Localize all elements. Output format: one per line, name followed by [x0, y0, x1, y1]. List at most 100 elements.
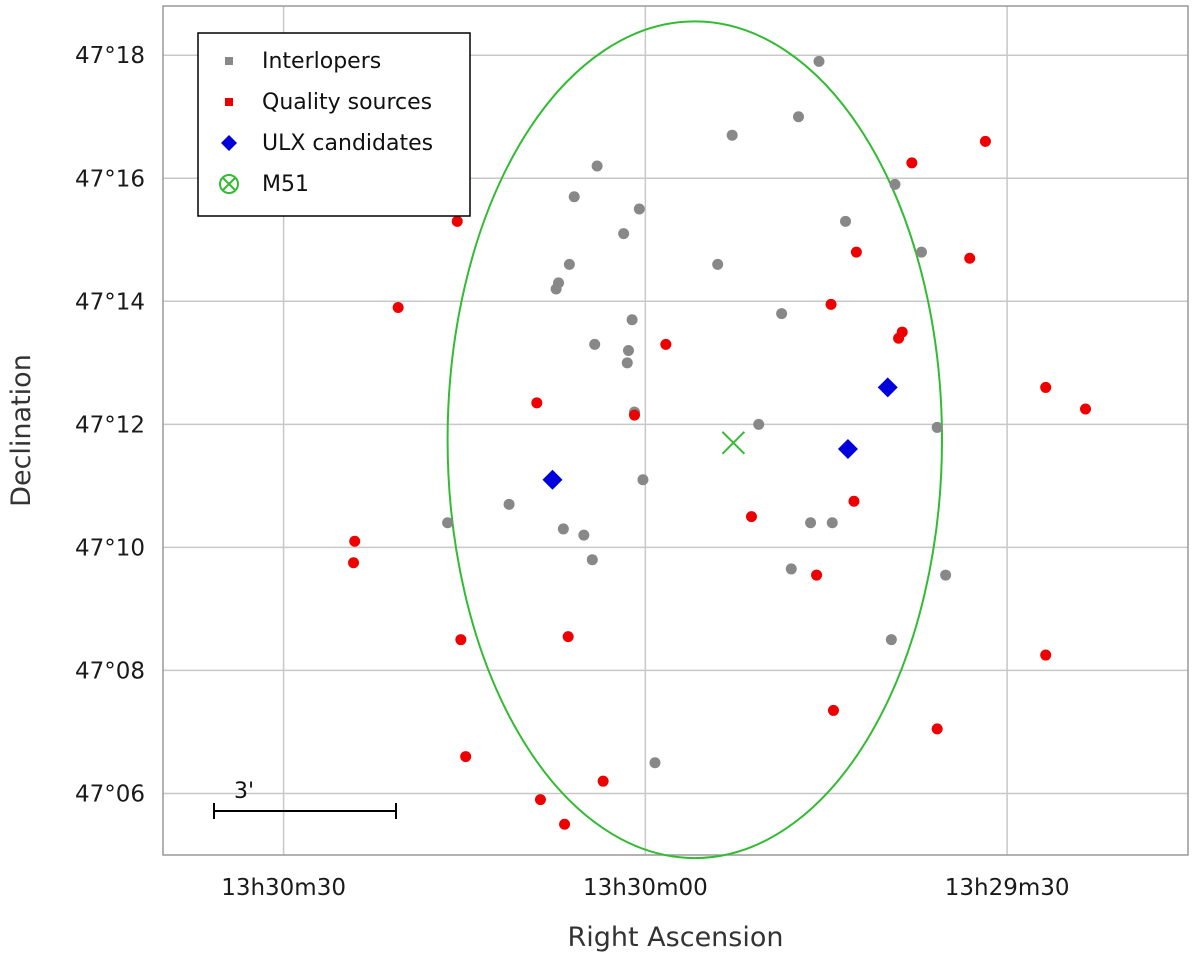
legend-swatch: [221, 135, 237, 151]
y-tick-label: 47°12: [75, 412, 145, 438]
quality-sources-point: [348, 557, 360, 569]
interlopers-point: [826, 517, 838, 529]
interlopers-point: [753, 418, 765, 430]
legend-swatch: [225, 98, 233, 106]
grid: [163, 6, 1188, 855]
quality-sources-point: [964, 252, 976, 264]
quality-sources-point: [629, 409, 640, 421]
y-tick-label: 47°06: [75, 781, 145, 807]
scale-bar: 3': [213, 779, 397, 819]
field-ellipse: [446, 20, 944, 860]
interlopers-point: [622, 345, 634, 357]
interlopers-point: [840, 215, 852, 227]
interlopers-point: [916, 246, 927, 258]
quality-sources-point: [1040, 381, 1052, 393]
x-tick-label: 13h30m00: [583, 875, 708, 901]
quality-sources-point: [1040, 649, 1052, 661]
quality-sources-point: [931, 723, 943, 735]
legend-box: [197, 32, 471, 217]
legend-label: M51: [262, 172, 309, 197]
m51-point: [721, 431, 746, 455]
quality-sources-point: [850, 246, 862, 258]
interlopers-point: [633, 203, 645, 215]
interlopers-point: [637, 474, 649, 486]
x-tick-label: 13h29m30: [945, 875, 1070, 901]
quality-sources-point: [745, 511, 757, 523]
series-ulx-candidates: [542, 377, 898, 490]
quality-sources-point: [531, 397, 543, 409]
legend-swatch: [219, 174, 239, 194]
legend-label: Interlopers: [262, 49, 381, 74]
data-markers: [348, 55, 1091, 830]
interlopers-point: [550, 283, 562, 295]
quality-sources-point: [848, 495, 860, 507]
quality-sources-point: [660, 338, 672, 350]
quality-sources-point: [827, 704, 839, 716]
y-tick-label: 47°14: [75, 289, 145, 315]
scale-bar-label: 3': [234, 779, 254, 804]
quality-sources-point: [906, 157, 918, 169]
legend: Interlopers Quality sources ULX candidates…: [197, 32, 471, 217]
interlopers-point: [568, 191, 580, 203]
y-tick-label: 47°08: [75, 658, 145, 684]
series-interlopers: [442, 55, 952, 769]
interlopers-point: [889, 178, 901, 190]
interlopers-point: [578, 529, 590, 541]
legend-label: ULX candidates: [262, 131, 433, 156]
quality-sources-point: [559, 818, 571, 830]
interlopers-point: [776, 308, 788, 320]
legend-swatch: [225, 57, 233, 65]
quality-sources-point: [349, 535, 361, 547]
interlopers-point: [618, 228, 630, 240]
series-m51: [721, 431, 746, 455]
y-tick-label: 47°16: [75, 166, 145, 192]
interlopers-point: [649, 757, 661, 769]
interlopers-point: [621, 357, 633, 369]
interlopers-point: [726, 129, 738, 141]
interlopers-point: [586, 554, 598, 566]
interlopers-point: [940, 569, 952, 581]
interlopers-point: [503, 498, 515, 510]
legend-label: Quality sources: [262, 90, 432, 115]
quality-sources-point: [534, 794, 546, 806]
interlopers-point: [712, 258, 724, 270]
interlopers-point: [931, 421, 943, 433]
interlopers-point: [557, 523, 569, 535]
legend-entries: Interlopers Quality sources ULX candidates…: [219, 49, 433, 197]
series-quality-sources: [348, 135, 1091, 830]
interlopers-point: [626, 314, 638, 326]
quality-sources-point: [451, 215, 463, 227]
quality-sources-point: [811, 569, 823, 581]
quality-sources-point: [1080, 403, 1091, 415]
y-axis-title: Declination: [6, 354, 37, 507]
quality-sources-point: [979, 135, 991, 147]
legend-swatch-ring: [219, 174, 239, 194]
ulx-candidates-point: [837, 438, 858, 459]
legend-item-interlopers: Interlopers: [225, 49, 381, 74]
legend-item-quality-sources: Quality sources: [225, 90, 432, 115]
interlopers-point: [805, 517, 817, 529]
quality-sources-point: [562, 631, 574, 643]
interlopers-point: [563, 258, 575, 270]
tick-labels: 13h30m30 13h30m00 13h29m30 47°06 47°08 47°10 4…: [75, 43, 1070, 901]
y-tick-label: 47°10: [75, 535, 145, 561]
ulx-candidates-point: [542, 469, 563, 490]
quality-sources-point: [597, 775, 609, 787]
interlopers-point: [589, 338, 601, 350]
quality-sources-point: [460, 751, 472, 763]
interlopers-point: [793, 111, 804, 123]
quality-sources-point: [455, 634, 467, 646]
x-tick-label: 13h30m30: [221, 875, 346, 901]
interlopers-point: [785, 563, 797, 575]
quality-sources-point: [893, 332, 905, 344]
interlopers-point: [442, 517, 454, 529]
quality-sources-point: [825, 298, 837, 310]
legend-item-ulx-candidates: ULX candidates: [221, 131, 433, 156]
legend-item-m51: M51: [219, 172, 309, 197]
m51-point-stroke-b: [721, 431, 746, 455]
legend-swatch-cross-stroke-b: [222, 177, 236, 191]
ulx-candidates-point: [877, 377, 898, 398]
quality-sources-point: [392, 301, 404, 313]
interlopers-point: [885, 634, 897, 646]
